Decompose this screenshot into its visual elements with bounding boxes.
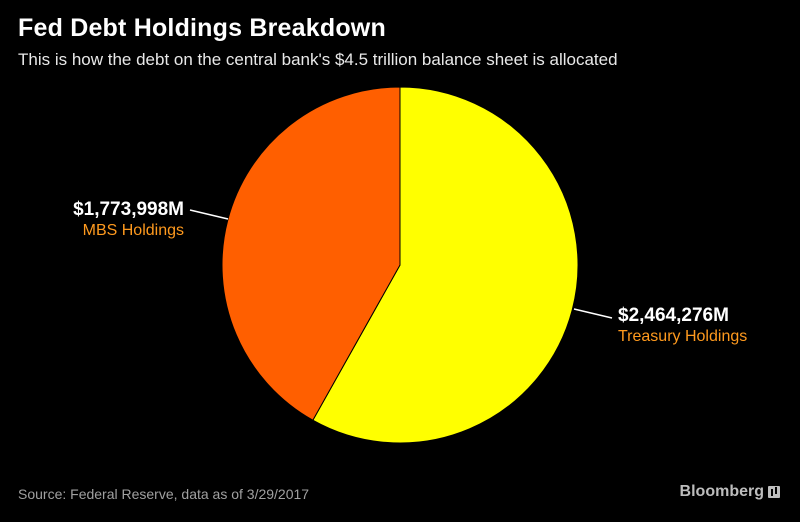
bloomberg-logo: Bloomberg [680,483,780,501]
brand-name: Bloomberg [679,483,764,500]
chart-subtitle: This is how the debt on the central bank… [18,50,618,69]
pie-slice-treasury-holdings [312,86,579,444]
treasury-value-label: $2,464,276M [618,305,729,326]
leader-line [573,308,613,319]
source-note: Source: Federal Reserve, data as of 3/29… [18,486,310,502]
chart-title: Fed Debt Holdings Breakdown [18,14,386,42]
pie-slice-mbs-holdings [221,86,401,421]
treasury-category-label: Treasury Holdings [618,328,748,345]
mbs-category-label: MBS Holdings [82,222,184,239]
leader-line [189,209,229,220]
bloomberg-terminal-icon [768,486,780,498]
mbs-value-label: $1,773,998M [73,199,184,220]
